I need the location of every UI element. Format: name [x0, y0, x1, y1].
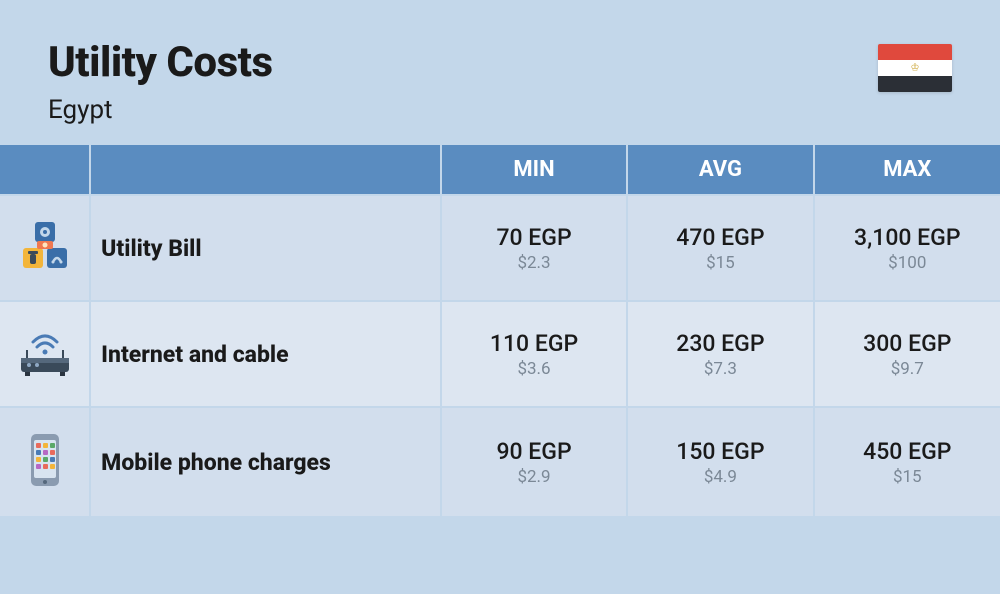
- th-avg: AVG: [627, 145, 813, 195]
- val-sub: $3.6: [442, 359, 626, 379]
- val-sub: $15: [628, 253, 812, 273]
- cell-avg: 230 EGP $7.3: [627, 301, 813, 407]
- row-label: Mobile phone charges: [90, 407, 441, 516]
- table-header-row: MIN AVG MAX: [0, 145, 1000, 195]
- costs-table: MIN AVG MAX: [0, 145, 1000, 516]
- cell-min: 70 EGP $2.3: [441, 195, 627, 301]
- page-title: Utility Costs: [48, 38, 273, 87]
- val-sub: $2.9: [442, 467, 626, 487]
- val-main: 230 EGP: [628, 330, 812, 357]
- th-max: MAX: [814, 145, 1000, 195]
- cell-avg: 150 EGP $4.9: [627, 407, 813, 516]
- cell-max: 450 EGP $15: [814, 407, 1000, 516]
- val-main: 300 EGP: [815, 330, 1000, 357]
- val-sub: $7.3: [628, 359, 812, 379]
- title-block: Utility Costs Egypt: [48, 38, 273, 125]
- cell-max: 3,100 EGP $100: [814, 195, 1000, 301]
- val-sub: $2.3: [442, 253, 626, 273]
- th-label-blank: [90, 145, 441, 195]
- val-main: 110 EGP: [442, 330, 626, 357]
- utility-bill-icon: [17, 218, 73, 278]
- val-main: 3,100 EGP: [815, 224, 1000, 251]
- cell-min: 110 EGP $3.6: [441, 301, 627, 407]
- val-sub: $4.9: [628, 467, 812, 487]
- row-icon-cell: [0, 301, 90, 407]
- table-row: Internet and cable 110 EGP $3.6 230 EGP …: [0, 301, 1000, 407]
- val-main: 450 EGP: [815, 438, 1000, 465]
- flag-icon: ♔: [878, 44, 952, 92]
- val-main: 150 EGP: [628, 438, 812, 465]
- header: Utility Costs Egypt ♔: [0, 0, 1000, 145]
- row-icon-cell: [0, 195, 90, 301]
- row-label: Internet and cable: [90, 301, 441, 407]
- val-main: 470 EGP: [628, 224, 812, 251]
- th-min: MIN: [441, 145, 627, 195]
- row-label: Utility Bill: [90, 195, 441, 301]
- row-icon-cell: [0, 407, 90, 516]
- val-main: 90 EGP: [442, 438, 626, 465]
- val-sub: $100: [815, 253, 1000, 273]
- page-subtitle: Egypt: [48, 95, 273, 125]
- cell-max: 300 EGP $9.7: [814, 301, 1000, 407]
- table-row: Utility Bill 70 EGP $2.3 470 EGP $15 3,1…: [0, 195, 1000, 301]
- val-main: 70 EGP: [442, 224, 626, 251]
- val-sub: $9.7: [815, 359, 1000, 379]
- cell-avg: 470 EGP $15: [627, 195, 813, 301]
- smartphone-icon: [23, 430, 67, 494]
- cell-min: 90 EGP $2.9: [441, 407, 627, 516]
- val-sub: $15: [815, 467, 1000, 487]
- th-icon-blank: [0, 145, 90, 195]
- router-icon: [15, 324, 75, 384]
- table-row: Mobile phone charges 90 EGP $2.9 150 EGP…: [0, 407, 1000, 516]
